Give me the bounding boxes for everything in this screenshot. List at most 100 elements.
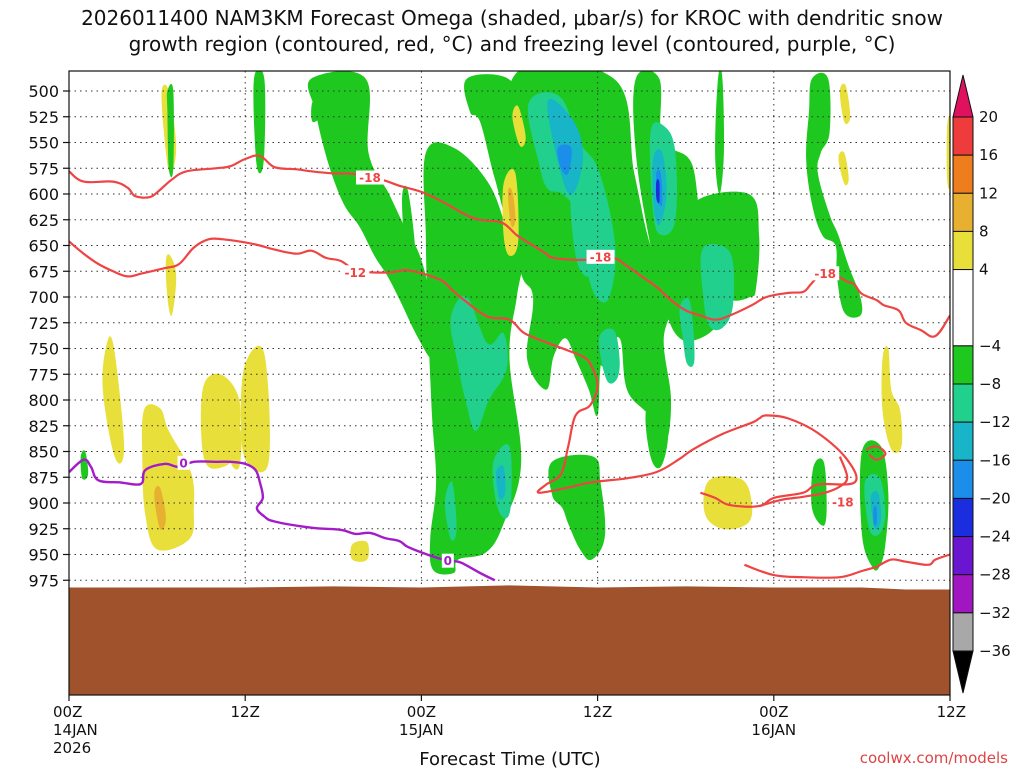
- colorbar-band-4: [952, 230, 974, 271]
- y-tick-label-700: 700: [28, 288, 59, 307]
- omega-shading-layer: [80, 71, 950, 575]
- contour-label-3: -18: [814, 267, 836, 281]
- colorbar-band-8: [952, 421, 974, 461]
- colorbar-label-4: 4: [979, 261, 989, 279]
- contour-label-bg-5: [177, 455, 190, 470]
- dgz-contour-1: [69, 237, 858, 508]
- y-tick-label-775: 775: [28, 365, 59, 384]
- omega-region-45: [512, 105, 526, 147]
- freezing-level-contour-0: [69, 458, 496, 582]
- colorbar-band-1: [952, 116, 974, 156]
- y-tick-label-950: 950: [28, 546, 59, 565]
- y-tick-label-900: 900: [28, 494, 59, 513]
- colorbar-band-3: [952, 192, 974, 232]
- colorbar-label-8: −16: [979, 451, 1011, 469]
- contour-label-bg-1: [586, 249, 615, 264]
- dgz-contour-4: [865, 445, 887, 461]
- y-tick-label-550: 550: [28, 134, 59, 153]
- omega-region-46: [839, 83, 851, 125]
- y-tick-label-875: 875: [28, 468, 59, 487]
- dgz-contour-5: [744, 563, 877, 579]
- colorbar-label-13: −36: [979, 642, 1011, 660]
- x-tick-date-2: 15JAN: [399, 721, 444, 739]
- colorbar-label-0: 20: [979, 108, 998, 126]
- omega-region-10: [350, 540, 370, 562]
- omega-region-22: [691, 191, 760, 301]
- omega-region-12: [253, 71, 266, 174]
- omega-region-52: [703, 475, 753, 530]
- contour-label-4: -18: [832, 495, 854, 509]
- colorbar-band-13: [952, 612, 974, 652]
- y-tick-label-750: 750: [28, 340, 59, 359]
- colorbar-band-10: [952, 497, 974, 538]
- chart-title-line-1: 2026011400 NAM3KM Forecast Omega (shaded…: [81, 6, 943, 30]
- x-tick-year-0: 2026: [53, 739, 91, 757]
- x-tick-label-3: 12Z: [583, 703, 612, 721]
- omega-region-25: [806, 72, 863, 318]
- omega-region-14: [402, 185, 416, 278]
- omega-region-8: [240, 345, 270, 473]
- contour-label-bg-0: [356, 170, 385, 185]
- x-tick-date-0: 14JAN: [53, 721, 98, 739]
- contour-label-bg-4: [828, 494, 857, 509]
- colorbar-band-7: [952, 383, 974, 423]
- y-tick-label-825: 825: [28, 417, 59, 436]
- colorbar-label-6: −8: [979, 375, 1001, 393]
- y-tick-label-500: 500: [28, 82, 59, 101]
- colorbar-label-9: −20: [979, 489, 1011, 507]
- omega-region-6: [154, 485, 166, 531]
- contour-label-6: 0: [444, 554, 452, 568]
- omega-region-3: [165, 254, 177, 317]
- colorbar-label-1: 16: [979, 146, 998, 164]
- y-axis: 500 525 550 575 600 625 650 675 700 725 750 775 800 8…: [28, 82, 69, 590]
- colorbar-label-3: 8: [979, 222, 989, 240]
- colorbar-label-7: −12: [979, 413, 1011, 431]
- omega-region-32: [598, 328, 620, 384]
- dgz-contour-3: [876, 553, 950, 568]
- plot-frame: [68, 70, 951, 696]
- omega-region-19: [548, 454, 606, 561]
- omega-region-51: [946, 116, 950, 190]
- omega-region-11: [80, 450, 89, 480]
- y-tick-label-725: 725: [28, 314, 59, 333]
- x-tick-label-5: 12Z: [937, 703, 966, 721]
- x-tick-label-0: 00Z: [53, 703, 82, 721]
- y-tick-label-575: 575: [28, 159, 59, 178]
- colorbar-band-9: [952, 459, 974, 499]
- omega-region-28: [444, 481, 457, 541]
- contour-label-5: 0: [179, 456, 187, 470]
- contour-label-bg-2: [341, 265, 370, 280]
- omega-region-2: [166, 83, 174, 178]
- omega-region-49: [507, 187, 516, 228]
- y-tick-label-600: 600: [28, 185, 59, 204]
- colorbar-band-11: [952, 536, 974, 576]
- omega-region-34: [700, 243, 735, 331]
- contour-label-2: -12: [344, 266, 366, 280]
- colorbar-band-6: [952, 345, 974, 385]
- omega-region-41: [557, 144, 572, 175]
- y-tick-label-625: 625: [28, 211, 59, 230]
- x-tick-label-4: 00Z: [759, 703, 788, 721]
- contour-label-layer: -18 -18 -12 -18 -18 0 0: [177, 170, 857, 568]
- dgz-contour-0: [69, 154, 950, 338]
- x-tick-date-4: 16JAN: [751, 721, 796, 739]
- omega-region-27: [450, 296, 508, 431]
- x-tick-label-2: 00Z: [407, 703, 436, 721]
- y-tick-label-800: 800: [28, 391, 59, 410]
- colorbar-band-5: [952, 269, 974, 347]
- y-tick-label-850: 850: [28, 443, 59, 462]
- colorbar-label-11: −28: [979, 566, 1011, 584]
- colorbar-label-10: −24: [979, 528, 1011, 546]
- omega-region-43: [873, 506, 877, 526]
- y-tick-label-650: 650: [28, 237, 59, 256]
- colorbar-label-5: −4: [979, 337, 1001, 355]
- credit-text: coolwx.com/models: [860, 749, 1008, 767]
- y-tick-label-925: 925: [28, 520, 59, 539]
- contour-label-bg-6: [441, 553, 454, 568]
- colorbar-band-12: [952, 574, 974, 614]
- contour-label-bg-3: [811, 266, 840, 281]
- y-tick-label-525: 525: [28, 108, 59, 127]
- x-axis-title: Forecast Time (UTC): [419, 749, 600, 768]
- colorbar-label-2: 12: [979, 184, 998, 202]
